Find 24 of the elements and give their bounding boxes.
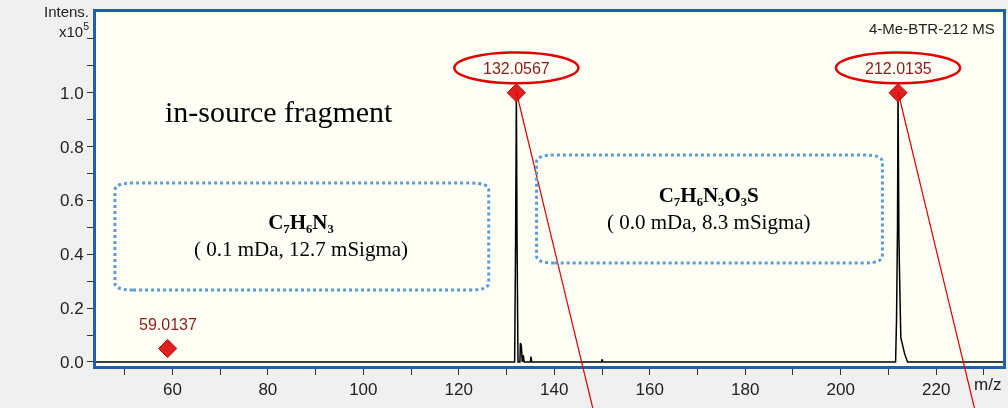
annotation: in-source fragment: [165, 95, 394, 128]
x-tick-label: 140: [540, 380, 569, 400]
y-tick-label: 0.8: [59, 137, 84, 157]
y-tick-label: 1.0: [59, 83, 84, 103]
annotation: 212.0135: [865, 60, 932, 77]
x-tick-label: 60: [162, 380, 182, 400]
annotation: 132.0567: [483, 60, 550, 77]
annotation: C₇H₆N₃O₃S ( 0.0 mDa, 8.3 mSigma): [607, 183, 811, 235]
x-tick-label: 80: [258, 380, 278, 400]
y-tick-label: 0.4: [59, 245, 84, 265]
x-tick-label: 160: [635, 380, 664, 400]
annotation: C₇H₆N₃ ( 0.1 mDa, 12.7 mSigma): [194, 210, 409, 262]
x-axis-title: m/z: [974, 375, 1002, 394]
x-tick-label: 220: [921, 380, 951, 400]
x-tick-label: 120: [444, 380, 473, 400]
y-axis-title: Intens. x10$^{5}$: [44, 3, 90, 40]
x-tick-label: 200: [826, 380, 855, 400]
x-tick-label: 100: [349, 380, 378, 400]
y-tick-label: 0.6: [59, 191, 84, 211]
x-tick-label: 180: [731, 380, 760, 400]
y-tick-label: 0.0: [59, 352, 84, 372]
annotation: 4-Me-BTR-212 MS: [869, 20, 995, 37]
y-tick-label: 0.2: [59, 299, 84, 319]
annotation: 59.0137: [139, 316, 197, 333]
